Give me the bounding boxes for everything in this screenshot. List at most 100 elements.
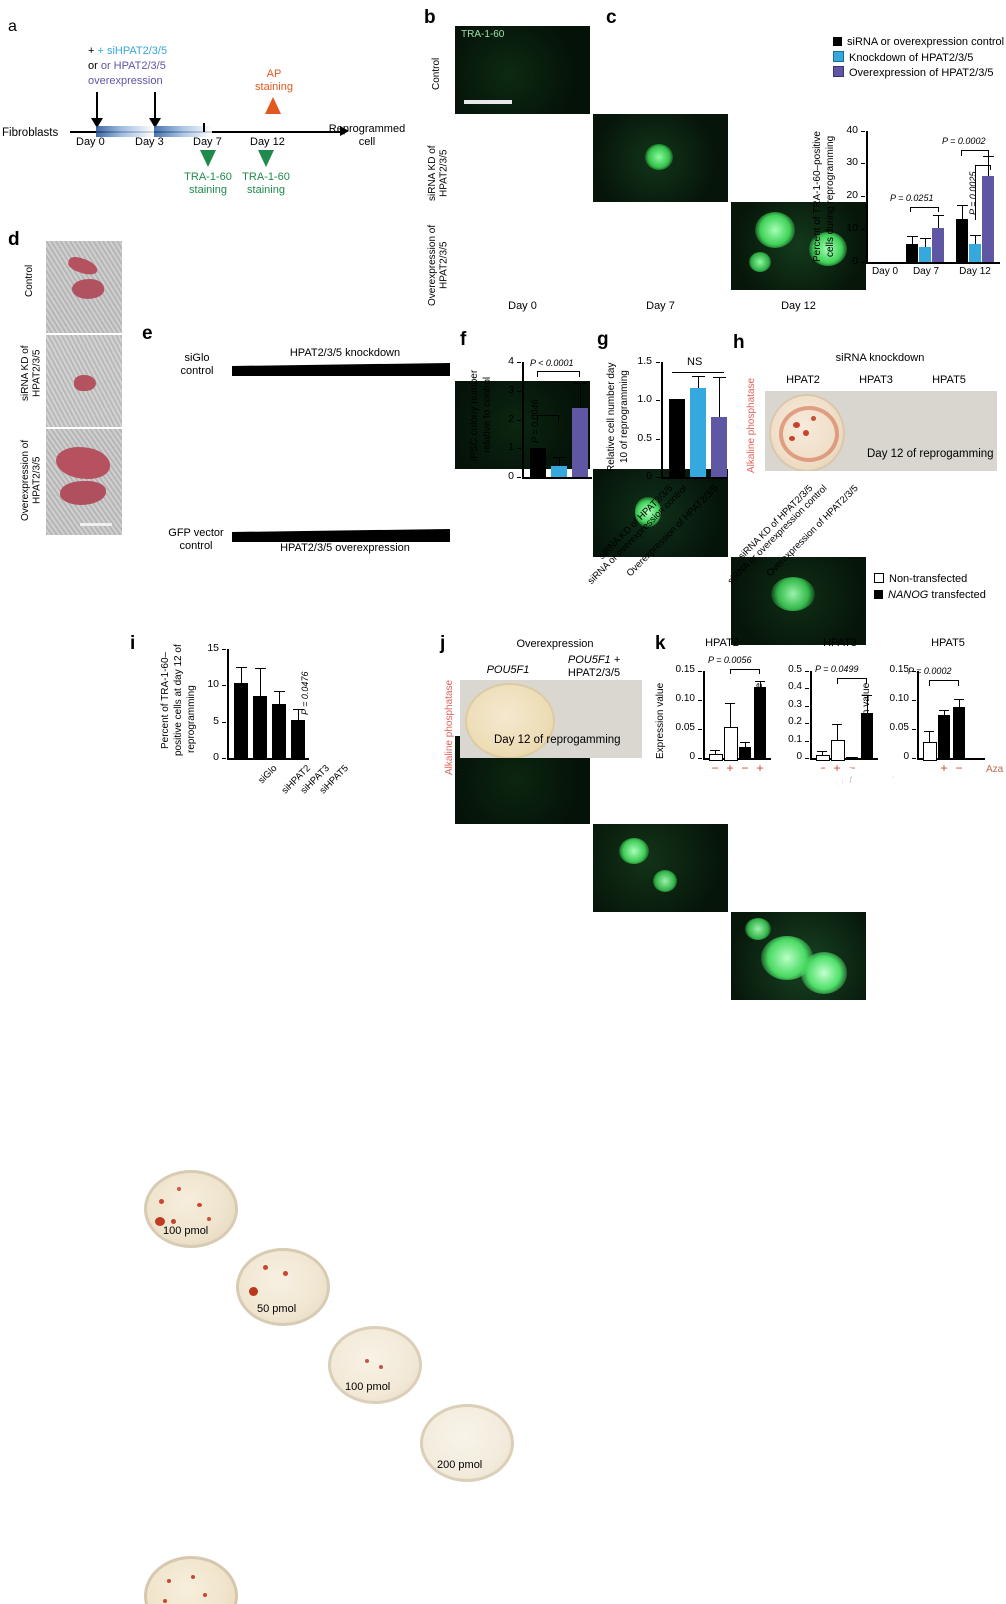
panel-j-caption: Day 12 of reprogamming xyxy=(494,734,621,746)
panel-g-letter: g xyxy=(597,329,609,350)
panel-k1-bar-0 xyxy=(709,754,723,761)
panel-h-col-label-2: HPAT5 xyxy=(932,374,966,386)
panel-b-row-label-overexpression: Overexpression of HPAT2/3/5 xyxy=(427,224,450,306)
panel-a-tick-day7 xyxy=(203,123,205,132)
panel-a-arrow-day0-shaft xyxy=(96,92,98,122)
panel-a-tra-arrow-day12-icon xyxy=(258,150,274,167)
panel-j-letter: j xyxy=(440,633,446,654)
panel-b-col-label-day7: Day 7 xyxy=(646,300,675,312)
panel-c-ytick-20: 20 xyxy=(846,189,858,201)
panel-k1-ytick-3: 0.15 xyxy=(675,664,695,675)
panel-c-ytick-10: 10 xyxy=(846,222,858,234)
panel-g-ylabel-line1: Relative cell number day xyxy=(606,362,617,472)
panel-c-bar-day12-overexpression xyxy=(982,176,994,262)
panel-k2-ytick-2: 0.2 xyxy=(788,716,802,727)
panel-c-y-axis xyxy=(866,131,868,264)
panel-k-letter: k xyxy=(655,633,666,654)
panel-g-ytick-0: 0 xyxy=(646,470,652,482)
panel-e-well-siglo-top: 100 pmol xyxy=(144,1170,238,1248)
panel-i-x-axis xyxy=(227,758,309,760)
panel-k2-xtick-3: + xyxy=(863,761,871,775)
panel-k1-bar-1 xyxy=(724,727,738,761)
panel-a-tra-label-day7: TRA-1-60 staining xyxy=(184,171,232,196)
panel-e-dose-top-0: 100 pmol xyxy=(163,1225,209,1237)
panel-h-letter: h xyxy=(733,332,745,353)
micrograph-sirna-day7 xyxy=(593,469,728,557)
panel-c-bar-day7-knockdown xyxy=(919,247,931,262)
micrograph-over-day7 xyxy=(593,824,728,912)
panel-c-letter: c xyxy=(606,7,617,28)
panel-c-annotation-1: P = 0.0025 xyxy=(968,171,978,215)
panel-k3-xtick-2: − xyxy=(955,761,963,775)
panel-k2-ytick-4: 0.4 xyxy=(788,681,802,692)
panel-f-ytick-2: 2 xyxy=(508,413,514,425)
panel-f-ytick-0: 0 xyxy=(508,470,514,482)
panel-c-bar-day7-control xyxy=(906,244,918,262)
panel-h-col-label-1: HPAT3 xyxy=(859,374,893,386)
panel-i-bar-sihpat2 xyxy=(253,696,267,758)
panel-e-well-kd-100: 100 pmol xyxy=(328,1326,422,1404)
panel-g-ytick-1: 0.5 xyxy=(637,432,652,444)
panel-i-ytick-0: 0 xyxy=(213,751,219,763)
panel-a-treatment-line1: + + siHPAT2/3/5 xyxy=(88,45,168,57)
panel-e-top-gradient-label: HPAT2/3/5 knockdown xyxy=(289,347,401,359)
panel-c-bar-day12-knockdown xyxy=(969,244,981,262)
panel-k2-title: HPAT3 xyxy=(823,637,857,649)
panel-k3-bar-0 xyxy=(923,742,937,761)
panel-f-ytick-1: 1 xyxy=(508,441,514,453)
panel-a-ap-label: AP staining xyxy=(255,68,293,93)
panel-e-top-wedge-icon xyxy=(232,363,450,376)
panel-k1-bar-2 xyxy=(739,747,751,759)
panel-i-ylabel-line2: positive cells at day 12 of xyxy=(173,644,184,756)
panel-a-arrow-day3-shaft xyxy=(154,92,156,122)
panel-c-ytick-40: 40 xyxy=(846,124,858,136)
panel-g-xtick-1: siRNA KD of HPAT2/3/5 xyxy=(736,483,816,562)
panel-a-timeline-arrowhead xyxy=(340,126,349,136)
panel-k2-ytick-3: 0.3 xyxy=(788,699,802,710)
panel-i-bar-sihpat5 xyxy=(291,720,305,758)
panel-k3-bar-2 xyxy=(953,707,965,759)
panel-e-dose-top-1: 50 pmol xyxy=(257,1303,297,1315)
panel-d-image-sirna xyxy=(46,335,122,427)
panel-k1-title: HPAT2 xyxy=(705,637,739,649)
panel-a-tp-day3: Day 3 xyxy=(135,136,164,148)
panel-f-annotation-1: P = 0.0046 xyxy=(530,399,540,443)
panel-e-dose-top-3: 200 pmol xyxy=(437,1459,483,1471)
panel-f-y-axis xyxy=(522,362,524,478)
panel-f-ylabel-line1: iPSC colony number xyxy=(469,369,480,461)
panel-c-ytick-30: 30 xyxy=(846,156,858,168)
panel-k1-ytick-0: 0 xyxy=(689,751,695,762)
panel-b-col-label-day0: Day 0 xyxy=(508,300,537,312)
panel-j-plate-image: Day 12 of reprogamming xyxy=(460,680,642,758)
panel-k2-bar-2 xyxy=(846,757,858,759)
panel-d-row-label-control: Control xyxy=(24,264,35,298)
panel-b-row-label-sirna-kd: siRNA KD of HPAT2/3/5 xyxy=(427,145,450,201)
panel-f-letter: f xyxy=(460,329,467,350)
panel-e-bottom-wedge-icon xyxy=(232,529,450,542)
panel-k1-xtick-3: + xyxy=(756,761,764,775)
panel-h-plate-image: Day 12 of reprogamming xyxy=(765,391,997,471)
panel-k2-xtick-0: − xyxy=(818,761,826,775)
panel-a-tp-day0: Day 0 xyxy=(76,136,105,148)
panel-g-bar-overexpression xyxy=(711,417,727,477)
panel-k2-ytick-0: 0 xyxy=(796,751,802,762)
panel-i-y-axis xyxy=(227,649,229,759)
legend-swatch-control xyxy=(833,37,842,46)
panel-k1-ytick-1: 0.05 xyxy=(675,722,695,733)
panel-k3-bar-1 xyxy=(938,715,950,759)
panel-a-gradient-2 xyxy=(154,126,212,137)
panel-b-col-label-day12: Day 12 xyxy=(781,300,816,312)
panel-i-ytick-3: 15 xyxy=(207,642,219,654)
panel-k2-xtick-1: + xyxy=(833,761,841,775)
panel-a-tra-label-day12: TRA-1-60 staining xyxy=(242,171,290,196)
panel-e-well-gfp-bottom: 1.0 µg xyxy=(144,1556,238,1604)
panel-f-bar-control xyxy=(530,448,546,477)
legend-swatch-knockdown xyxy=(833,51,844,62)
panel-f-ytick-3: 3 xyxy=(508,384,514,396)
panel-f-ylabel-line2: relative to control xyxy=(482,376,493,454)
panel-i-bar-sihpat3 xyxy=(272,704,286,758)
panel-c-legend-item-1: Knockdown of HPAT2/3/5 xyxy=(833,51,973,65)
micrograph-control-day7 xyxy=(593,114,728,202)
panel-i-ytick-2: 10 xyxy=(207,678,219,690)
panel-g-ylabel-line2: 10 of reprogramming xyxy=(619,370,630,464)
